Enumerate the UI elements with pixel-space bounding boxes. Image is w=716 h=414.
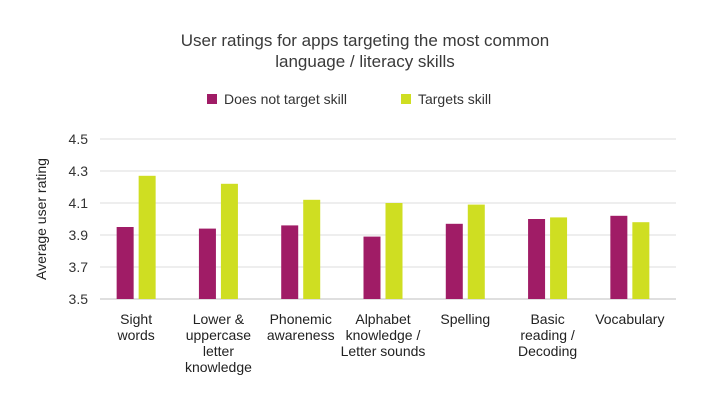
legend-swatch-does-not-target bbox=[207, 94, 217, 104]
bar-targets bbox=[220, 183, 238, 299]
category-label: Spelling bbox=[440, 311, 490, 327]
bar-targets bbox=[385, 203, 403, 299]
category-label: Vocabulary bbox=[595, 311, 664, 327]
category-label-line: Spelling bbox=[440, 311, 490, 327]
bar-does-not-target bbox=[198, 228, 216, 299]
legend-label-targets: Targets skill bbox=[417, 91, 492, 107]
legend-swatch-targets bbox=[400, 94, 411, 104]
chart-title-line-2: language / literacy skills bbox=[275, 52, 455, 71]
category-label-line: Decoding bbox=[518, 343, 577, 359]
category-label-line: Letter sounds bbox=[341, 343, 426, 359]
category-label-line: words bbox=[116, 327, 154, 343]
bar-targets bbox=[467, 204, 485, 299]
category-label-line: Alphabet bbox=[355, 311, 410, 327]
y-tick-label: 3.9 bbox=[69, 227, 89, 243]
legend-item-does-not-target: Does not target skill bbox=[207, 91, 347, 107]
category-label-line: Sight bbox=[120, 311, 152, 327]
bar-does-not-target bbox=[363, 236, 381, 299]
bar-targets bbox=[550, 217, 568, 299]
category-label: Phonemic awareness bbox=[267, 311, 335, 343]
y-axis-label: Average user rating bbox=[33, 158, 49, 280]
category-label-line: uppercase bbox=[186, 327, 252, 343]
y-tick-label: 4.5 bbox=[69, 131, 89, 147]
legend-label-does-not-target: Does not target skill bbox=[224, 91, 347, 107]
category-label: Basic reading / Decoding bbox=[518, 311, 577, 359]
bar-does-not-target bbox=[610, 215, 628, 299]
category-label-line: letter bbox=[203, 343, 234, 359]
category-label: Alphabet knowledge / Letter sounds bbox=[341, 311, 426, 359]
bar-targets bbox=[138, 175, 156, 299]
category-label: Lower & uppercase letter knowledge bbox=[185, 311, 252, 375]
category-label-line: Phonemic bbox=[270, 311, 332, 327]
chart-title-line-1: User ratings for apps targeting the most… bbox=[180, 31, 550, 50]
category-label-line: knowledge / bbox=[346, 327, 421, 343]
category-label: Sight words bbox=[116, 311, 154, 343]
category-label-line: reading / bbox=[520, 327, 575, 343]
category-label-line: awareness bbox=[267, 327, 335, 343]
y-tick-label: 4.1 bbox=[69, 195, 89, 211]
bar-does-not-target bbox=[116, 227, 134, 299]
bar-targets bbox=[303, 199, 321, 299]
bar-does-not-target bbox=[528, 219, 546, 299]
bar-does-not-target bbox=[445, 223, 463, 299]
bar-does-not-target bbox=[281, 225, 299, 299]
y-tick-label: 3.7 bbox=[69, 259, 89, 275]
category-label-line: Basic bbox=[530, 311, 564, 327]
legend: Does not target skill Targets skill bbox=[207, 91, 545, 107]
chart-title: User ratings for apps targeting the most… bbox=[0, 30, 716, 72]
category-label-line: knowledge bbox=[185, 359, 252, 375]
bar-targets bbox=[632, 222, 650, 299]
category-label-line: Lower & bbox=[193, 311, 245, 327]
y-tick-label: 3.5 bbox=[69, 291, 89, 307]
category-label-line: Vocabulary bbox=[595, 311, 664, 327]
y-tick-label: 4.3 bbox=[69, 163, 89, 179]
legend-item-targets: Targets skill bbox=[400, 91, 492, 107]
